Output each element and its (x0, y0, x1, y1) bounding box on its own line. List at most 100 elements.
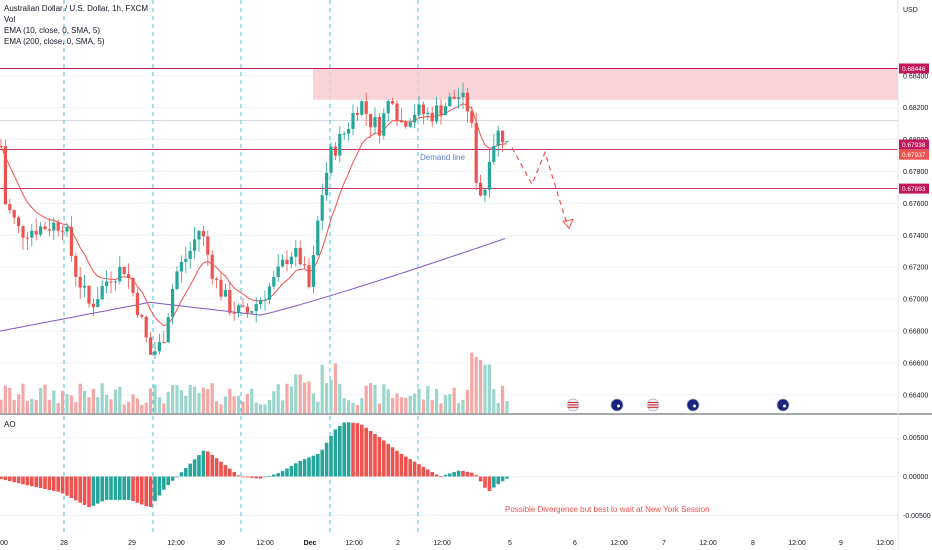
candle-body (52, 222, 56, 231)
volume-bar (87, 397, 91, 413)
au-flag-icon[interactable] (686, 398, 700, 412)
volume-bar (487, 364, 491, 413)
volume-bar (188, 384, 192, 413)
ao-bar (470, 472, 474, 477)
ao-bar (474, 475, 478, 477)
forecast-path (511, 147, 569, 228)
volume-bar (496, 402, 500, 413)
candle-body (267, 286, 271, 300)
ao-bar (294, 463, 298, 477)
ao-bar (364, 427, 368, 477)
ao-bar (316, 453, 320, 477)
ao-bar (56, 476, 60, 492)
legend-title: Australian Dollar / U.S. Dollar, 1h, FXC… (4, 4, 149, 13)
ao-bar (144, 476, 148, 507)
ao-bar (12, 476, 16, 483)
ao-histogram (0, 422, 509, 508)
candle-body (430, 112, 434, 122)
price-tick-label: 0.66600 (903, 360, 928, 367)
ao-bar (421, 466, 426, 477)
ao-bar (65, 476, 69, 496)
candle-body (474, 122, 478, 183)
ema-10-line (0, 103, 508, 327)
candle-body (404, 121, 408, 127)
candle-body (338, 133, 342, 156)
ao-bar (258, 476, 263, 479)
volume-bar (193, 386, 197, 413)
candle-body (377, 117, 381, 136)
volume-bar (197, 392, 201, 413)
event-circle (610, 398, 624, 412)
volume-bars (0, 352, 509, 413)
volume-bar (113, 389, 117, 413)
volume-bar (501, 385, 505, 413)
volume-bar (426, 385, 430, 413)
candle-body (443, 106, 447, 116)
price-axis[interactable]: 0.684000.682000.680000.678000.676000.674… (903, 73, 928, 399)
volume-bar (91, 388, 95, 413)
currency-label: USD (903, 7, 918, 14)
ao-bar (298, 460, 302, 477)
volume-bar (127, 401, 131, 413)
time-tick-label: 12:00 (433, 540, 451, 547)
candle-body (311, 255, 315, 287)
ao-bar (223, 465, 228, 477)
candle-body (47, 229, 51, 231)
candle-body (241, 305, 245, 307)
us-flag-icon[interactable] (566, 398, 580, 412)
volume-bar (109, 399, 113, 413)
forecast-arrow-head (562, 218, 574, 230)
candle-body (21, 226, 25, 238)
ao-bar (30, 476, 34, 487)
ao-bar (342, 422, 346, 477)
time-tick-label: 7 (662, 540, 666, 547)
candle-body (69, 226, 73, 256)
volume-bar (228, 388, 232, 413)
ao-bar (140, 476, 144, 505)
volume-bar (333, 363, 337, 413)
time-tick-label: 12:00 (256, 540, 274, 547)
volume-bar (245, 393, 249, 413)
candle-body (184, 258, 188, 262)
candle-body (245, 306, 249, 313)
candle-body (276, 266, 280, 278)
ao-bar (386, 443, 390, 477)
candle-body (109, 281, 113, 283)
volume-bar (404, 397, 408, 413)
volume-bar (140, 404, 144, 413)
volume-bar (201, 387, 205, 413)
ao-bar (113, 476, 118, 500)
ao-bar (307, 457, 311, 477)
ao-bar (276, 473, 280, 477)
event-markers[interactable] (566, 398, 790, 412)
ao-bar (483, 476, 487, 488)
divergence-annotation: Possible Divergence but best to wait at … (505, 505, 710, 514)
au-flag-icon[interactable] (776, 398, 790, 412)
candle-body (289, 256, 293, 265)
time-axis[interactable]: 00 28 29 12:00 30 12:00 Dec 12:00 2 12:00 5 6 12:00 7… (0, 540, 894, 547)
ao-bar (338, 425, 342, 477)
candle-body (413, 114, 417, 123)
volume-bar (61, 390, 65, 413)
us-flag-icon[interactable] (646, 398, 660, 412)
price-tick-label: 0.68200 (903, 105, 928, 112)
legend-vol: Vol (4, 15, 16, 24)
candle-body (254, 304, 258, 312)
volume-bar (3, 385, 7, 413)
volume-bar (105, 394, 109, 413)
candle-body (492, 145, 496, 162)
time-tick-label: Dec (304, 540, 317, 547)
ao-bar (34, 476, 38, 488)
candle-body (307, 265, 311, 287)
ao-bar (3, 476, 8, 481)
candle-body (201, 230, 205, 237)
ao-axis[interactable]: 0.00500 0.00000 -0.00500 (903, 435, 931, 520)
volume-bar (74, 402, 78, 413)
au-flag-icon[interactable] (610, 398, 624, 412)
volume-bar (157, 397, 161, 413)
ao-bar (505, 476, 509, 479)
candle-body (179, 261, 183, 272)
candle-body (325, 172, 329, 196)
event-circle (776, 398, 790, 412)
